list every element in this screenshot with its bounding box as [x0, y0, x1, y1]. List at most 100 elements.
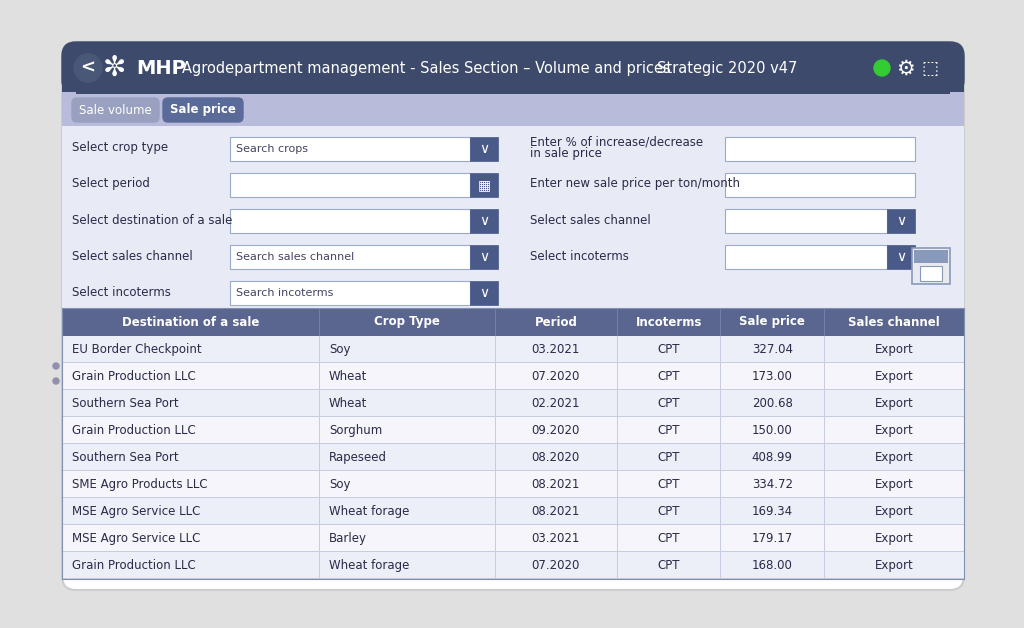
Text: Export: Export [874, 505, 913, 518]
Bar [230, 245, 470, 269]
Text: Sale price: Sale price [739, 315, 805, 328]
Text: Select period: Select period [72, 178, 150, 190]
Text: Southern Sea Port: Southern Sea Port [72, 451, 178, 464]
Text: 169.34: 169.34 [752, 505, 793, 518]
Text: 173.00: 173.00 [752, 370, 793, 383]
Text: Search crops: Search crops [236, 144, 308, 154]
Text: ⬚: ⬚ [922, 60, 939, 78]
Text: Soy: Soy [329, 343, 350, 356]
Text: 03.2021: 03.2021 [531, 532, 580, 545]
Text: in sale price: in sale price [530, 148, 602, 161]
Bar [62, 551, 964, 552]
Bar [62, 444, 964, 471]
Text: 03.2021: 03.2021 [531, 343, 580, 356]
Bar [62, 443, 964, 444]
Text: 08.2021: 08.2021 [531, 505, 580, 518]
Text: MSE Agro Service LLC: MSE Agro Service LLC [72, 505, 201, 518]
Text: Grain Production LLC: Grain Production LLC [72, 424, 196, 437]
Bar [230, 137, 470, 161]
Bar [62, 308, 964, 579]
Text: <: < [81, 59, 95, 77]
Bar [62, 524, 964, 525]
Bar [470, 245, 498, 269]
Bar [62, 363, 964, 390]
Bar [470, 173, 498, 197]
Bar [950, 92, 964, 102]
FancyBboxPatch shape [62, 42, 964, 94]
Text: Export: Export [874, 532, 913, 545]
Bar [62, 94, 964, 126]
Text: 02.2021: 02.2021 [531, 397, 580, 410]
Text: Search sales channel: Search sales channel [236, 252, 354, 262]
Text: Select incoterms: Select incoterms [72, 286, 171, 298]
Text: Strategic 2020 v47: Strategic 2020 v47 [657, 60, 798, 75]
Bar [920, 266, 942, 281]
FancyBboxPatch shape [163, 98, 243, 122]
Text: Export: Export [874, 370, 913, 383]
Bar [62, 417, 964, 444]
Text: ∨: ∨ [479, 250, 489, 264]
Text: Crop Type: Crop Type [374, 315, 440, 328]
Text: ∨: ∨ [479, 142, 489, 156]
Bar [62, 126, 964, 308]
Text: Select sales channel: Select sales channel [72, 249, 193, 263]
Text: Export: Export [874, 451, 913, 464]
FancyBboxPatch shape [72, 98, 159, 122]
FancyBboxPatch shape [62, 42, 964, 590]
Bar [62, 308, 964, 336]
Text: Grain Production LLC: Grain Production LLC [72, 559, 196, 572]
Text: Export: Export [874, 559, 913, 572]
Bar [470, 137, 498, 161]
Bar [230, 173, 470, 197]
Bar [62, 92, 76, 102]
Text: Select destination of a sale: Select destination of a sale [72, 214, 232, 227]
Bar [912, 248, 950, 284]
Bar [62, 552, 964, 579]
Bar [725, 173, 915, 197]
Text: Select sales channel: Select sales channel [530, 214, 650, 227]
Text: SME Agro Products LLC: SME Agro Products LLC [72, 478, 208, 491]
Text: Sales channel: Sales channel [848, 315, 940, 328]
Bar [62, 390, 964, 417]
Text: 200.68: 200.68 [752, 397, 793, 410]
Text: Sale volume: Sale volume [79, 104, 152, 117]
Text: Rapeseed: Rapeseed [329, 451, 387, 464]
Bar [470, 209, 498, 233]
Circle shape [53, 378, 59, 384]
Bar [62, 497, 964, 498]
Text: ✼: ✼ [102, 54, 126, 82]
Text: 334.72: 334.72 [752, 478, 793, 491]
Text: CPT: CPT [657, 559, 680, 572]
Text: Wheat: Wheat [329, 370, 368, 383]
Text: ∨: ∨ [896, 250, 906, 264]
Text: 168.00: 168.00 [752, 559, 793, 572]
Bar [62, 498, 964, 525]
Text: Agrodepartment management - Sales Section – Volume and prices: Agrodepartment management - Sales Sectio… [182, 60, 671, 75]
Text: Enter new sale price per ton/month: Enter new sale price per ton/month [530, 178, 740, 190]
Text: Grain Production LLC: Grain Production LLC [72, 370, 196, 383]
Text: MHP: MHP [136, 58, 185, 77]
Text: 08.2021: 08.2021 [531, 478, 580, 491]
Text: CPT: CPT [657, 397, 680, 410]
Bar [62, 525, 964, 552]
Bar [62, 470, 964, 471]
Circle shape [53, 363, 59, 369]
Bar [914, 250, 948, 263]
Text: CPT: CPT [657, 532, 680, 545]
Text: 07.2020: 07.2020 [531, 370, 580, 383]
Bar [725, 137, 915, 161]
Bar [230, 209, 470, 233]
Text: ∨: ∨ [479, 286, 489, 300]
Text: Southern Sea Port: Southern Sea Port [72, 397, 178, 410]
Bar [62, 74, 964, 94]
Text: Destination of a sale: Destination of a sale [122, 315, 259, 328]
Text: Period: Period [535, 315, 578, 328]
Text: Select crop type: Select crop type [72, 141, 168, 154]
Text: Wheat forage: Wheat forage [329, 559, 410, 572]
Text: ∨: ∨ [479, 214, 489, 228]
Text: CPT: CPT [657, 505, 680, 518]
Bar [470, 281, 498, 305]
Text: Export: Export [874, 343, 913, 356]
Text: CPT: CPT [657, 343, 680, 356]
Text: CPT: CPT [657, 451, 680, 464]
